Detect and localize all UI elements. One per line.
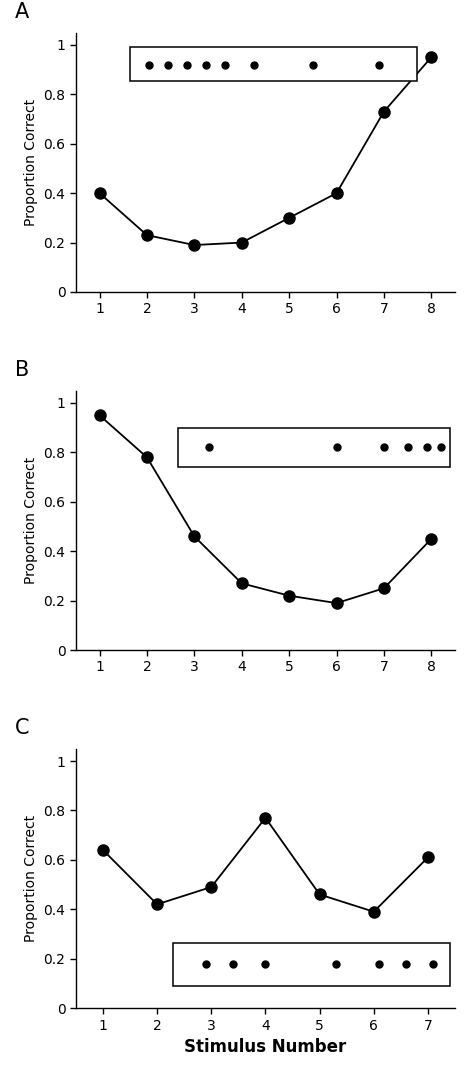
Bar <box>130 48 417 80</box>
X-axis label: Stimulus Number: Stimulus Number <box>184 1038 346 1056</box>
Bar <box>173 943 450 985</box>
Text: A: A <box>15 2 29 22</box>
Y-axis label: Proportion Correct: Proportion Correct <box>24 815 38 942</box>
Y-axis label: Proportion Correct: Proportion Correct <box>24 99 38 225</box>
Text: C: C <box>15 719 30 738</box>
Text: B: B <box>15 360 29 380</box>
Y-axis label: Proportion Correct: Proportion Correct <box>24 456 38 584</box>
Bar <box>178 428 450 467</box>
